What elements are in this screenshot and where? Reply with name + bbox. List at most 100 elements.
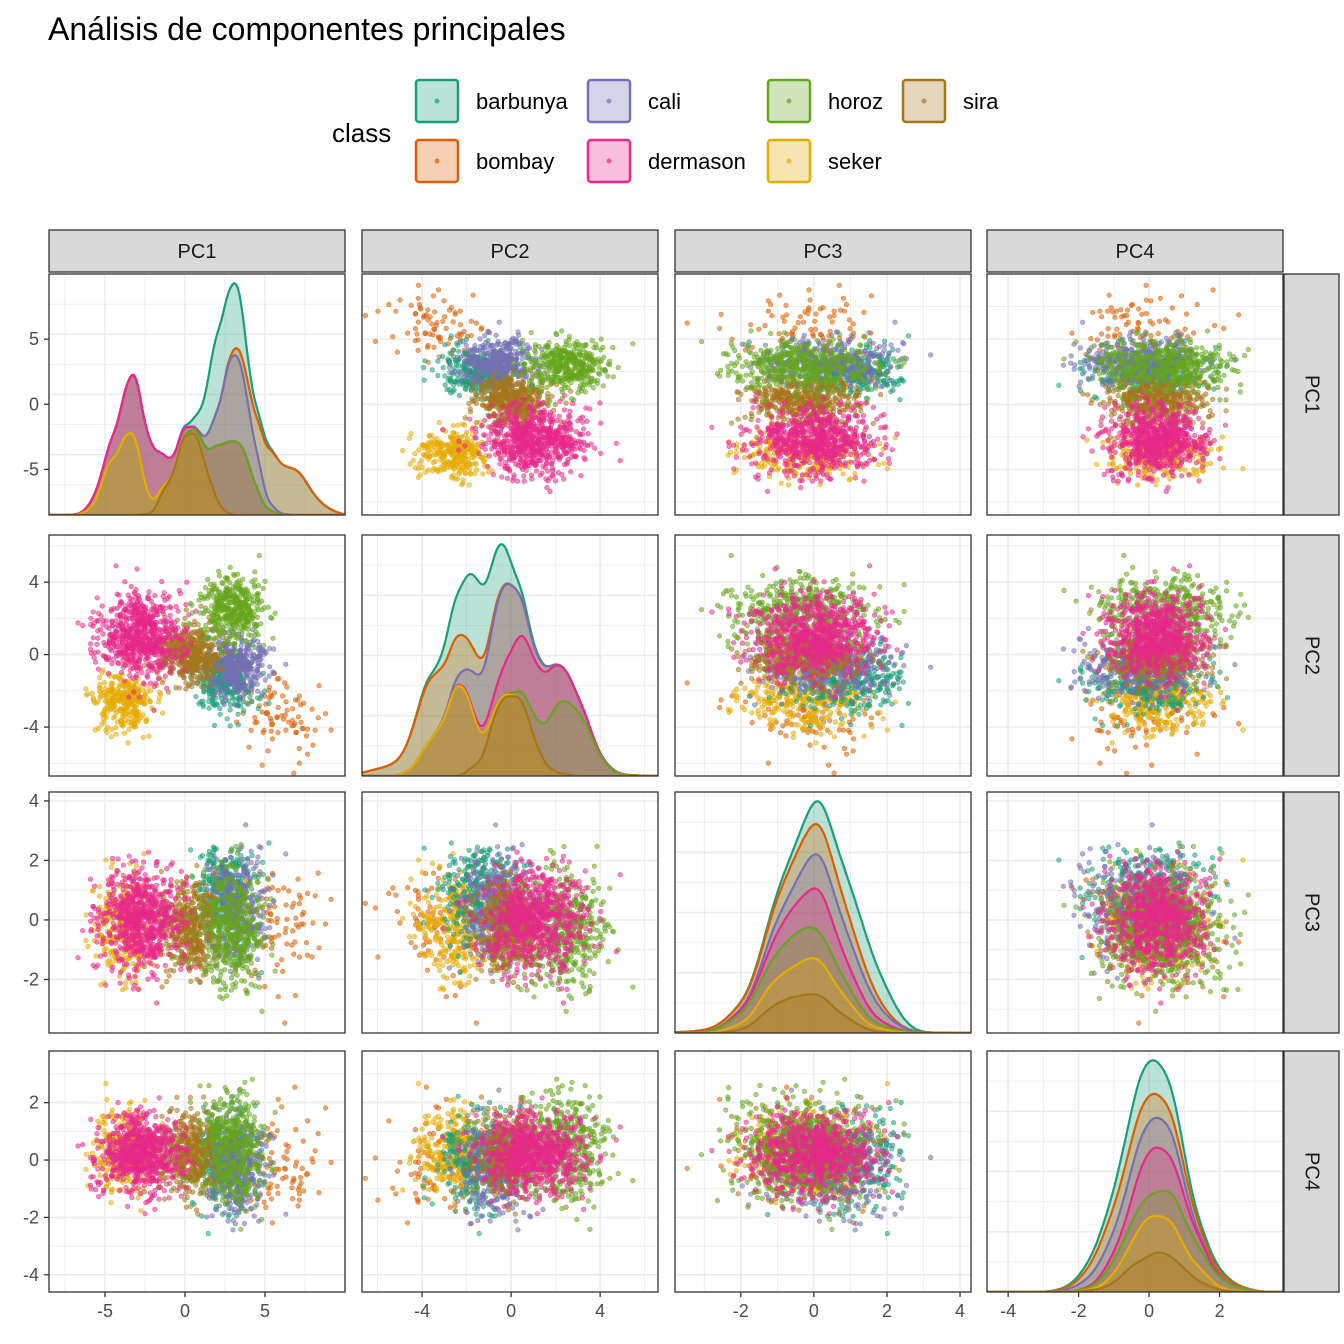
- point-dermason: [842, 460, 848, 466]
- point-dermason: [755, 417, 761, 423]
- point-cali: [467, 355, 473, 361]
- point-sira: [785, 389, 791, 395]
- point-horoz: [844, 363, 850, 369]
- point-horoz: [615, 364, 621, 371]
- point-bombay: [831, 313, 837, 319]
- point-cali: [477, 336, 483, 342]
- point-dermason: [472, 435, 478, 441]
- point-horoz: [804, 353, 811, 359]
- point-bombay: [429, 321, 435, 327]
- point-horoz: [552, 368, 558, 374]
- point-horoz: [583, 351, 589, 357]
- point-horoz: [812, 346, 818, 352]
- density-area-cali: [49, 355, 345, 515]
- point-seker: [486, 469, 492, 475]
- point-barbunya: [890, 380, 897, 386]
- point-dermason: [856, 419, 862, 425]
- point-dermason: [862, 426, 868, 433]
- point-dermason: [507, 450, 513, 457]
- point-dermason: [529, 458, 535, 464]
- point-barbunya: [435, 373, 441, 379]
- point-sira: [563, 400, 569, 406]
- point-horoz: [581, 375, 587, 382]
- point-horoz: [733, 370, 740, 376]
- point-bombay: [784, 312, 790, 318]
- point-dermason: [709, 424, 715, 430]
- point-dermason: [554, 449, 561, 455]
- point-bombay: [716, 325, 723, 332]
- point-horoz: [740, 378, 746, 384]
- point-dermason: [541, 434, 547, 441]
- point-bombay: [850, 321, 856, 327]
- point-seker: [852, 470, 858, 477]
- point-dermason: [535, 457, 541, 463]
- point-dermason: [528, 410, 534, 417]
- point-seker: [450, 423, 456, 429]
- point-sira: [518, 387, 524, 393]
- scatter-layer: [684, 282, 934, 495]
- point-sira: [462, 415, 468, 421]
- point-horoz: [580, 346, 586, 352]
- point-bombay: [840, 295, 847, 301]
- point-dermason: [784, 422, 790, 428]
- point-horoz: [594, 377, 600, 384]
- point-horoz: [536, 343, 542, 350]
- point-dermason: [486, 436, 492, 443]
- point-dermason: [514, 449, 521, 455]
- point-dermason: [743, 447, 749, 453]
- point-dermason: [529, 476, 535, 482]
- point-dermason: [855, 456, 861, 462]
- point-horoz: [698, 339, 705, 345]
- density-layer: [49, 282, 345, 515]
- point-sira: [762, 388, 769, 394]
- point-dermason: [565, 456, 571, 463]
- point-dermason: [456, 438, 462, 445]
- point-seker: [469, 450, 475, 457]
- density-area-barbunya: [49, 283, 345, 515]
- point-cali: [870, 340, 876, 346]
- point-seker: [453, 476, 459, 482]
- point-bombay: [847, 326, 853, 332]
- point-bombay: [427, 314, 433, 320]
- point-dermason: [582, 456, 588, 463]
- point-seker: [408, 431, 414, 437]
- point-cali: [457, 369, 463, 375]
- point-sira: [475, 396, 481, 402]
- point-dermason: [550, 457, 556, 464]
- point-cali: [463, 360, 469, 367]
- point-dermason: [540, 400, 547, 406]
- point-horoz: [794, 395, 800, 402]
- point-horoz: [584, 379, 591, 385]
- point-dermason: [554, 418, 560, 424]
- point-cali: [475, 373, 481, 379]
- point-bombay: [769, 313, 775, 319]
- point-dermason: [482, 446, 488, 452]
- point-horoz: [865, 396, 871, 402]
- point-dermason: [585, 431, 591, 437]
- point-horoz: [759, 398, 766, 404]
- point-dermason: [862, 400, 869, 406]
- point-horoz: [779, 338, 785, 344]
- point-bombay: [422, 331, 428, 337]
- point-bombay: [461, 328, 467, 335]
- point-horoz: [748, 328, 754, 334]
- chart-title: Análisis de componentes principales: [48, 11, 566, 47]
- point-dermason: [784, 473, 790, 479]
- point-sira: [485, 383, 492, 389]
- point-bombay: [457, 331, 463, 337]
- point-dermason: [491, 413, 497, 419]
- point-cali: [458, 377, 464, 384]
- point-dermason: [521, 396, 528, 402]
- legend-label-barbunya: barbunya: [476, 89, 569, 114]
- point-horoz: [858, 361, 864, 367]
- point-horoz: [520, 346, 527, 352]
- point-dermason: [617, 458, 623, 464]
- point-seker: [400, 448, 406, 454]
- point-horoz: [824, 373, 830, 379]
- point-horoz: [530, 364, 537, 371]
- point-seker: [435, 469, 441, 475]
- point-horoz: [569, 396, 575, 402]
- point-horoz: [510, 371, 516, 377]
- point-bombay: [397, 297, 403, 303]
- point-bombay: [441, 298, 447, 304]
